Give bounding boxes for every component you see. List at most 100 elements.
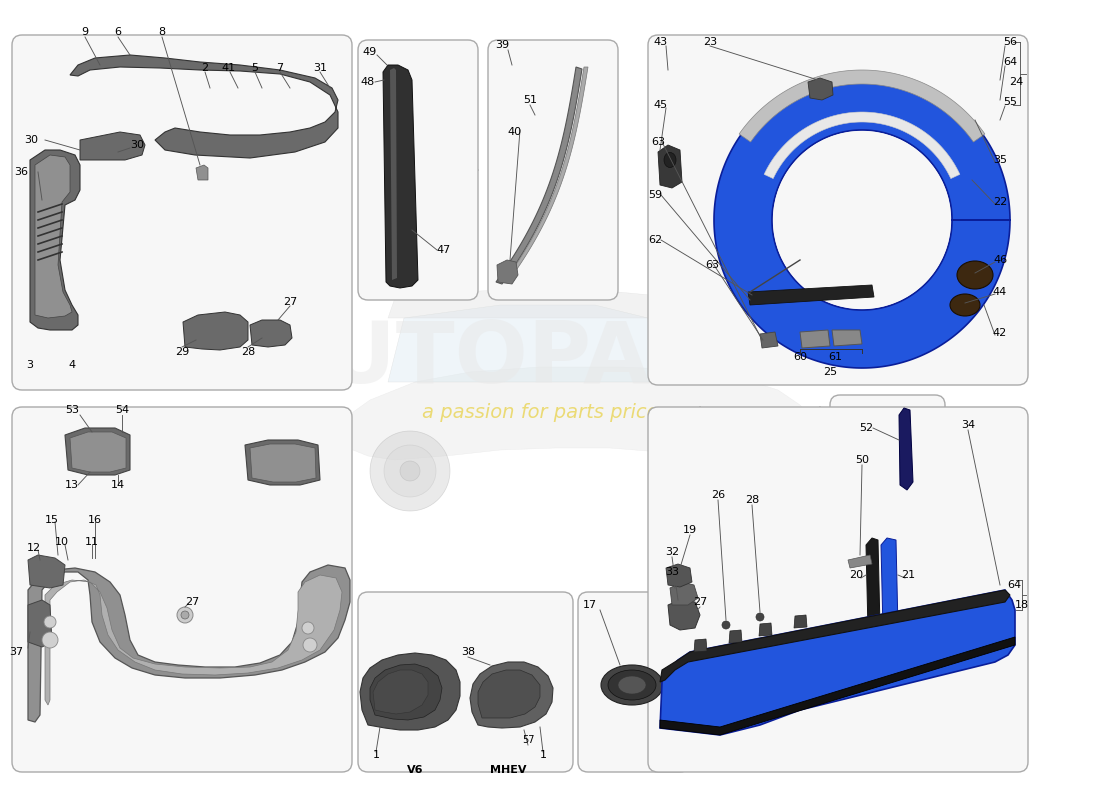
Ellipse shape [601,665,663,705]
Text: 18: 18 [1015,600,1030,610]
Text: 17: 17 [583,600,597,610]
Polygon shape [70,432,126,472]
Polygon shape [848,555,872,568]
Text: 49: 49 [363,47,377,57]
Text: 28: 28 [241,347,255,357]
Text: 31: 31 [314,63,327,73]
Text: 27: 27 [283,297,297,307]
Circle shape [384,445,436,497]
FancyBboxPatch shape [648,35,1028,385]
Ellipse shape [608,670,656,700]
Text: 63: 63 [651,137,666,147]
Polygon shape [70,55,338,158]
Text: 45: 45 [653,100,667,110]
Text: 34: 34 [961,420,975,430]
Text: 25: 25 [823,367,837,377]
Polygon shape [660,590,1010,682]
Polygon shape [390,68,397,280]
Circle shape [722,621,730,629]
Text: 16: 16 [88,515,102,525]
Polygon shape [196,165,208,180]
Text: 20: 20 [849,570,864,580]
Text: 63: 63 [705,260,719,270]
Polygon shape [383,65,418,288]
Polygon shape [760,332,778,348]
Text: 15: 15 [45,515,59,525]
Text: 59: 59 [648,190,662,200]
Circle shape [400,461,420,481]
Polygon shape [80,132,145,160]
Text: MHEV: MHEV [490,765,526,775]
FancyBboxPatch shape [12,35,352,390]
Polygon shape [685,310,806,370]
Polygon shape [497,260,518,284]
Polygon shape [794,615,807,628]
Polygon shape [658,145,682,188]
Circle shape [756,613,764,621]
Circle shape [742,445,794,497]
Text: 39: 39 [495,40,509,50]
Ellipse shape [957,261,993,289]
Text: 36: 36 [14,167,28,177]
Text: 29: 29 [175,347,189,357]
Polygon shape [478,670,540,718]
Ellipse shape [950,294,980,316]
Polygon shape [881,538,898,636]
Text: 22: 22 [993,197,1008,207]
Text: 64: 64 [1006,580,1021,590]
Circle shape [758,461,778,481]
Text: 13: 13 [65,480,79,490]
Text: 4: 4 [68,360,76,370]
Polygon shape [250,444,316,482]
Text: 55: 55 [1003,97,1018,107]
Text: 7: 7 [276,63,284,73]
Circle shape [773,131,952,309]
Ellipse shape [664,153,676,167]
Polygon shape [35,155,72,318]
Text: 5: 5 [252,63,258,73]
Polygon shape [28,555,65,588]
Text: 11: 11 [85,537,99,547]
FancyBboxPatch shape [648,407,1028,772]
Text: 21: 21 [901,570,915,580]
Ellipse shape [618,676,646,694]
Text: 37: 37 [9,647,23,657]
Circle shape [370,431,450,511]
Text: 52: 52 [859,423,873,433]
FancyBboxPatch shape [358,40,478,300]
Text: 19: 19 [683,525,697,535]
Polygon shape [373,670,428,714]
Text: 53: 53 [65,405,79,415]
Text: 62: 62 [648,235,662,245]
Polygon shape [808,78,833,100]
Polygon shape [748,285,874,305]
Text: 44: 44 [993,287,1008,297]
Text: 57: 57 [521,735,535,745]
Polygon shape [370,664,442,720]
Polygon shape [670,582,698,605]
Circle shape [302,638,317,652]
Circle shape [302,622,313,634]
Text: 28: 28 [745,495,759,505]
Text: 56: 56 [1003,37,1018,47]
Polygon shape [729,630,743,643]
Text: 30: 30 [130,140,144,150]
Text: 14: 14 [111,480,125,490]
Polygon shape [496,67,582,284]
Polygon shape [832,330,862,346]
Text: 23: 23 [703,37,717,47]
Polygon shape [660,590,1015,735]
FancyBboxPatch shape [830,395,945,500]
Circle shape [728,431,808,511]
Circle shape [182,611,189,619]
Polygon shape [866,538,880,636]
FancyBboxPatch shape [488,40,618,300]
Polygon shape [28,600,52,647]
Text: 54: 54 [114,405,129,415]
Text: 27: 27 [693,597,707,607]
Text: 30: 30 [24,135,38,145]
Polygon shape [764,112,960,178]
Text: 35: 35 [993,155,1007,165]
Text: 12: 12 [26,543,41,553]
Polygon shape [360,653,460,730]
